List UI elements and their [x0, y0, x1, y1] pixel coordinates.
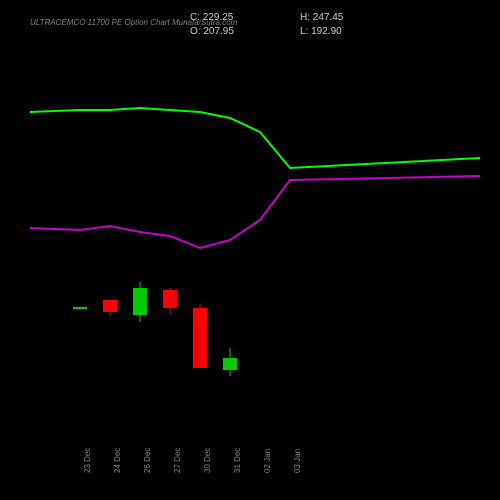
ohlc-open: O: 207.95 — [190, 26, 234, 37]
upper-band-line — [30, 108, 480, 168]
x-axis-labels: 23 Dec 24 Dec 26 Dec 27 Dec 30 Dec 31 Dec 02 J… — [30, 435, 480, 485]
candle-body — [193, 308, 207, 368]
x-axis-label: 03 Jan — [293, 449, 302, 473]
x-axis-label: 23 Dec — [83, 448, 92, 473]
ohlc-high: H: 247.45 — [300, 12, 343, 23]
ohlc-h-value: 247.45 — [313, 12, 344, 23]
ohlc-c-label: C: — [190, 12, 200, 23]
ohlc-l-label: L: — [300, 26, 308, 37]
candlestick-chart — [30, 50, 480, 420]
ohlc-close: C: 229.25 — [190, 12, 233, 23]
x-axis-label: 31 Dec — [233, 448, 242, 473]
x-axis-label: 02 Jan — [263, 449, 272, 473]
ohlc-o-label: O: — [190, 26, 201, 37]
candle-body — [133, 288, 147, 315]
ohlc-l-value: 192.90 — [311, 26, 342, 37]
ohlc-low: L: 192.90 — [300, 26, 342, 37]
x-axis-label: 26 Dec — [143, 448, 152, 473]
candle-body — [163, 290, 177, 308]
candle-body — [103, 300, 117, 312]
x-axis-label: 30 Dec — [203, 448, 212, 473]
x-axis-label: 24 Dec — [113, 448, 122, 473]
chart-area — [30, 50, 480, 420]
candle-body — [223, 358, 237, 370]
ohlc-c-value: 229.25 — [203, 12, 234, 23]
lower-band-line — [30, 176, 480, 248]
ohlc-o-value: 207.95 — [203, 26, 234, 37]
ohlc-h-label: H: — [300, 12, 310, 23]
x-axis-label: 27 Dec — [173, 448, 182, 473]
